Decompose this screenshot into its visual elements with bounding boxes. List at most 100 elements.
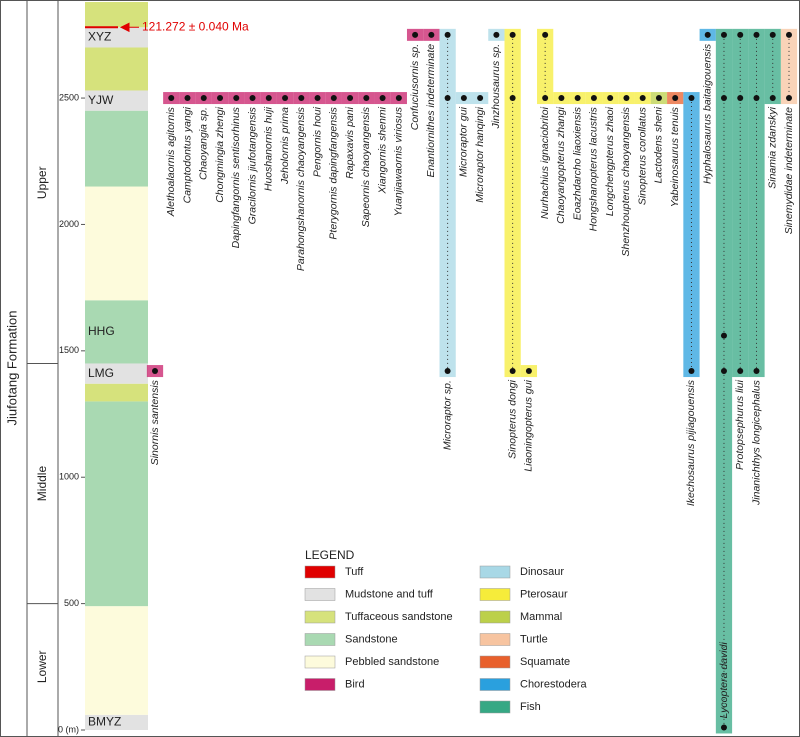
occurrence-dot [477,95,484,102]
legend-label: Tuffaceous sandstone [345,611,453,623]
occurrence-dot [704,31,711,38]
layer-label: BMYZ [88,715,121,729]
tuff-arrow [119,22,139,33]
occurrence-dot [720,332,727,339]
stage-label: Upper [35,166,49,199]
legend-swatch [479,655,511,669]
taxon-name: Sinopterus dongi [506,379,518,458]
legend-label: Tuff [345,566,364,578]
legend-label: Pebbled sandstone [345,656,439,668]
occurrence-dot [249,95,256,102]
occurrence-dot [509,95,516,102]
layer [85,27,148,48]
occurrence-dot [720,95,727,102]
legend-swatch [479,700,511,714]
occurrence-dot [444,31,451,38]
taxon-name: Camptodontus yangi [181,106,193,203]
legend-title: LEGEND [305,548,355,562]
legend-label: Mudstone and tuff [345,588,434,600]
occurrence-dot [574,95,581,102]
taxon-name: Yabeinosaurus tenuis [669,106,681,207]
taxon-name: Eoazhdarcho liaoxiensis [571,106,583,220]
range-bar [764,28,781,105]
taxon-name: Longchengpterus zhaoi [604,106,616,216]
taxon-name: Sinemydidae indeterminate [783,107,795,234]
layer [85,714,148,730]
occurrence-dot [590,95,597,102]
range-bar [537,28,554,105]
legend-swatch [479,633,511,646]
occurrence-dot [720,368,727,375]
taxon-name: Microraptor sp. [441,380,453,450]
occurrence-dot [542,31,549,38]
layer [85,47,148,91]
occurrence-dot [347,95,354,102]
taxon-name: Hongshanopterus lacustris [588,106,600,231]
legend-swatch [479,610,511,624]
occurrence-dot [298,95,305,102]
occurrence-dot [152,368,158,375]
taxon-name: Protopsephurus liui [734,379,746,470]
taxon-name: Sinamia zdanskyi [767,106,779,188]
layer [85,300,148,364]
occurrence-dot [688,95,695,102]
occurrence-dot [786,31,792,38]
taxon-name: Hyphalosaurus baitaigouensis [701,43,713,184]
y-tick-label: 1000 [59,472,79,482]
layer-label: LMG [88,366,114,380]
taxon-name: Rapaxavis pani [344,106,356,178]
occurrence-dot [460,95,467,102]
occurrence-dot [737,95,744,102]
occurrence-dot [428,31,435,38]
layer-label: YJW [88,93,114,107]
occurrence-dot [444,368,451,375]
occurrence-dot [688,368,695,375]
taxon-name: Alethoalaornis agitornis [165,106,177,217]
occurrence-dot [786,95,792,102]
legend-label: Fish [520,701,541,713]
legend-swatch [479,565,511,579]
layer [85,606,148,715]
occurrence-dot [184,95,191,102]
legend-label: Mammal [520,611,562,623]
occurrence-dot [655,95,662,102]
taxon-name: Nurhachius ignaciobritoi [539,106,551,219]
taxon-name: Pterygornis dapingfangensis [328,106,340,239]
tuff-age-label: 121.272 ± 0.040 Ma [142,19,249,33]
taxon-name: Chaoyangia sp. [198,107,210,180]
legend-label: Squamate [520,656,570,668]
taxon-name: Sapeornis chaoyangensis [360,106,372,227]
occurrence-dot [753,95,760,102]
occurrence-dot [379,95,386,102]
taxon-name: Sinopterus corollatus [636,106,648,205]
legend-swatch [304,588,336,601]
y-tick-label: 2500 [59,92,79,102]
taxon-name: Yuanjiawaornis viriosus [393,106,405,216]
legend-label: Bird [345,678,365,690]
y-tick-label: 1500 [59,345,79,355]
legend-swatch [304,610,336,624]
occurrence-dot [200,95,207,102]
occurrence-dot [639,95,646,102]
occurrence-dot [233,95,240,102]
layer-label: HHG [88,324,115,338]
occurrence-dot [493,31,500,38]
taxon-name: Shenzhoupterus chaoyangensis [620,106,632,256]
taxon-name: Dapingfangornis sentisorhinus [230,106,242,248]
layer [85,401,148,607]
occurrence-dot [509,31,516,38]
legend-swatch [304,655,336,669]
occurrence-dot [217,95,224,102]
occurrence-dot [623,95,630,102]
taxon-name: Jinzhousaurus sp. [490,44,502,130]
y-tick-label: 0 (m) [58,724,79,734]
taxon-name: Gracilornis jiufotangensis [246,106,258,224]
occurrence-dot [542,95,549,102]
range-bar [780,28,798,105]
occurrence-dot [525,368,532,375]
occurrence-dot [607,95,614,102]
legend-swatch [304,565,336,579]
occurrence-dot [265,95,272,102]
